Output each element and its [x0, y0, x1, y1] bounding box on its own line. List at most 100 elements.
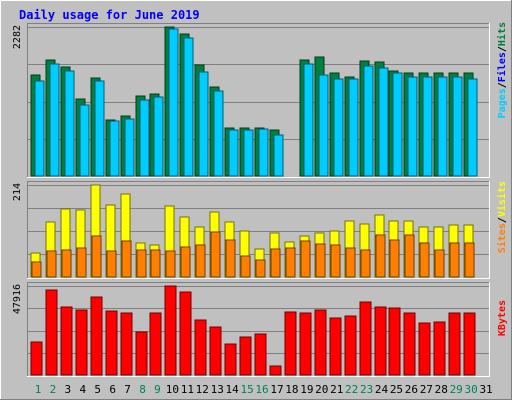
bar-pages: [139, 99, 150, 177]
bar-pages: [378, 67, 389, 177]
bar-kbytes: [179, 291, 192, 376]
x-tick-label: 24: [375, 383, 389, 396]
bar-sites: [180, 246, 191, 278]
x-tick-label: 14: [226, 383, 240, 396]
y-max-label: 2282: [12, 25, 23, 49]
x-tick-label: 10: [166, 383, 179, 396]
bar-sites: [389, 239, 400, 278]
bar-sites: [76, 247, 87, 278]
bar-kbytes: [105, 310, 118, 376]
bar-pages: [153, 96, 164, 177]
x-tick-label: 20: [315, 383, 328, 396]
bar-kbytes: [209, 326, 222, 376]
x-tick-label: 11: [181, 383, 194, 396]
x-tick-label: 1: [35, 383, 42, 396]
bar-kbytes: [149, 312, 162, 376]
bar-kbytes: [314, 309, 327, 376]
bar-pages: [258, 128, 269, 177]
bar-kbytes: [359, 301, 372, 376]
bar-pages: [79, 104, 90, 177]
bar-kbytes: [30, 341, 43, 376]
bar-sites: [464, 242, 475, 278]
chart-panels: 2282Pages/Files/Hits214Sites/Visits47916…: [12, 22, 508, 377]
x-tick-label: 23: [360, 383, 373, 396]
panel-1: 2282 Pages/Files/Hits: [12, 22, 508, 178]
bar-pages: [183, 37, 194, 177]
bar-pages: [34, 80, 45, 177]
bar-sites: [285, 247, 296, 278]
bar-sites: [46, 250, 57, 278]
bar-pages: [243, 129, 254, 177]
bar-sites: [150, 249, 161, 278]
bar-kbytes: [269, 365, 282, 376]
bar-sites: [225, 239, 236, 278]
bar-pages: [168, 28, 179, 177]
bar-sites: [61, 249, 72, 278]
bar-sites: [449, 242, 460, 278]
bar-pages: [303, 63, 314, 177]
bar-kbytes: [448, 312, 461, 376]
legend-entry: Visits: [496, 181, 508, 217]
bar-kbytes: [388, 307, 401, 376]
bar-kbytes: [120, 312, 133, 376]
bar-kbytes: [344, 315, 357, 376]
x-tick-label: 26: [405, 383, 418, 396]
bar-sites: [165, 250, 176, 278]
bar-sites: [91, 235, 102, 278]
bar-pages: [422, 76, 433, 177]
bar-sites: [360, 249, 371, 278]
bar-pages: [407, 76, 418, 177]
x-tick-label: 6: [109, 383, 116, 396]
legend-separator: /: [497, 217, 508, 223]
x-tick-label: 18: [285, 383, 298, 396]
bar-sites: [330, 244, 341, 278]
x-tick-label: 2: [50, 383, 57, 396]
bar-sites: [210, 231, 221, 278]
bar-kbytes: [403, 312, 416, 376]
bar-kbytes: [164, 285, 177, 376]
bar-pages: [213, 90, 224, 177]
chart-title: Daily usage for June 2019: [19, 8, 200, 22]
bar-kbytes: [135, 331, 148, 376]
x-tick-label: 17: [270, 383, 283, 396]
x-tick-label: 31: [479, 383, 492, 396]
bar-pages: [273, 134, 284, 177]
bar-pages: [94, 80, 105, 177]
bar-pages: [437, 76, 448, 177]
x-tick-label: 15: [240, 383, 253, 396]
bar-pages: [392, 72, 403, 177]
bar-sites: [106, 250, 117, 278]
x-tick-label: 19: [300, 383, 313, 396]
series-legend: Pages/Files/Hits: [496, 22, 508, 118]
bar-sites: [375, 234, 386, 278]
bar-kbytes: [254, 333, 267, 376]
bar-sites: [434, 249, 445, 278]
bar-kbytes: [194, 319, 207, 376]
y-max-label: 214: [12, 183, 23, 201]
bar-pages: [467, 78, 478, 177]
x-tick-label: 8: [139, 383, 146, 396]
bar-sites: [255, 259, 266, 278]
x-tick-label: 16: [255, 383, 268, 396]
bar-pages: [318, 74, 329, 177]
bar-sites: [31, 261, 42, 278]
bar-sites: [136, 249, 147, 278]
bar-pages: [348, 78, 359, 177]
bar-pages: [124, 118, 135, 177]
bar-kbytes: [224, 343, 237, 376]
legend-separator: /: [497, 46, 508, 52]
panel-2: 214 Sites/Visits: [12, 181, 508, 279]
bar-sites: [315, 243, 326, 278]
bar-pages: [109, 120, 120, 177]
bar-sites: [345, 247, 356, 278]
legend-entry: KBytes: [497, 300, 508, 336]
x-tick-label: 27: [420, 383, 433, 396]
legend-separator: /: [497, 82, 508, 88]
bar-sites: [240, 255, 251, 278]
bar-sites: [121, 240, 132, 278]
x-tick-label: 7: [124, 383, 131, 396]
legend-entry: Sites: [496, 223, 508, 253]
x-tick-label: 3: [65, 383, 72, 396]
x-tick-label: 12: [196, 383, 209, 396]
